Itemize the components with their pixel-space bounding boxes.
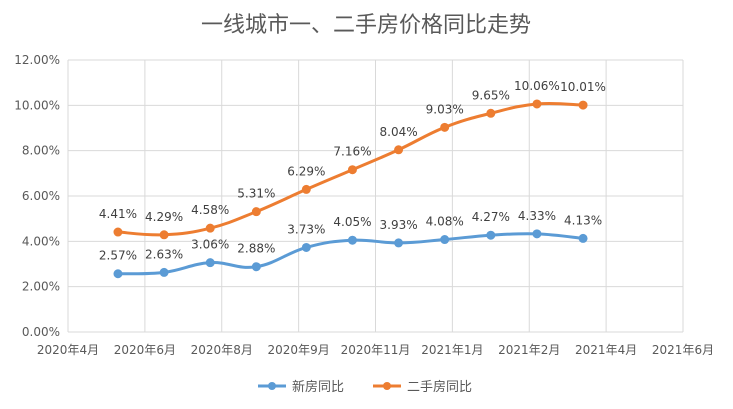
data-point xyxy=(251,262,261,272)
data-label: 3.06% xyxy=(191,238,229,252)
data-label: 4.58% xyxy=(191,203,229,217)
data-label: 4.13% xyxy=(564,213,602,227)
x-tick-label: 2021年2月 xyxy=(498,343,560,357)
data-label: 8.04% xyxy=(380,125,418,139)
data-point xyxy=(159,230,169,240)
data-point xyxy=(205,223,215,233)
legend-swatch-marker xyxy=(268,382,276,390)
y-tick-label: 2.00% xyxy=(22,280,60,294)
data-point xyxy=(205,258,215,268)
x-tick-label: 2021年4月 xyxy=(575,343,637,357)
data-point xyxy=(578,100,588,110)
chart-title: 一线城市一、二手房价格同比走势 xyxy=(201,13,531,38)
x-tick-label: 2020年8月 xyxy=(191,343,253,357)
data-label: 10.01% xyxy=(560,80,606,94)
data-label: 2.57% xyxy=(99,249,137,263)
y-tick-label: 12.00% xyxy=(14,53,60,67)
data-point xyxy=(301,242,311,252)
data-point xyxy=(347,235,357,245)
data-point xyxy=(578,233,588,243)
data-label: 10.06% xyxy=(514,79,560,93)
data-point xyxy=(347,165,357,175)
data-labels: 2.57% 2.63% 3.06% 2.88% 3.73% 4.05% 3.93% 4.08%… xyxy=(99,79,606,263)
data-label: 6.29% xyxy=(287,164,325,178)
legend: 新房同比 二手房同比 xyxy=(258,379,472,395)
data-point xyxy=(251,207,261,217)
axes: 0.00% 2.00% 4.00% 6.00% 8.00% 10.00% 12.00% 202… xyxy=(14,53,714,357)
data-label: 5.31% xyxy=(237,187,275,201)
data-point xyxy=(440,235,450,245)
data-label: 4.27% xyxy=(472,210,510,224)
data-point xyxy=(113,227,123,237)
data-point xyxy=(440,122,450,132)
data-label: 4.05% xyxy=(333,215,371,229)
data-label: 9.03% xyxy=(426,102,464,116)
data-label: 4.33% xyxy=(518,209,556,223)
data-label: 9.65% xyxy=(472,88,510,102)
data-point xyxy=(159,267,169,277)
data-point xyxy=(301,184,311,194)
grid xyxy=(67,59,684,333)
data-point xyxy=(532,229,542,239)
data-label: 3.73% xyxy=(287,222,325,236)
data-label: 4.08% xyxy=(426,215,464,229)
x-tick-label: 2020年6月 xyxy=(114,343,176,357)
x-tick-label: 2020年11月 xyxy=(341,343,411,357)
y-tick-label: 10.00% xyxy=(14,98,60,112)
x-tick-label: 2020年4月 xyxy=(37,343,99,357)
data-label: 2.88% xyxy=(237,242,275,256)
data-label: 4.29% xyxy=(145,210,183,224)
series-layer xyxy=(113,99,588,279)
y-tick-label: 8.00% xyxy=(22,144,60,158)
data-point xyxy=(486,108,496,118)
legend-swatch-marker xyxy=(383,382,391,390)
data-point xyxy=(394,145,404,155)
data-label: 2.63% xyxy=(145,247,183,261)
x-tick-label: 2020年9月 xyxy=(268,343,330,357)
data-point xyxy=(532,99,542,109)
data-point xyxy=(486,230,496,240)
x-tick-label: 2021年1月 xyxy=(421,343,483,357)
data-label: 7.16% xyxy=(333,145,371,159)
legend-label: 二手房同比 xyxy=(407,379,472,395)
data-point xyxy=(394,238,404,248)
data-point xyxy=(113,269,123,279)
y-tick-label: 0.00% xyxy=(22,325,60,339)
y-tick-label: 6.00% xyxy=(22,189,60,203)
legend-label: 新房同比 xyxy=(292,379,344,395)
data-label: 4.41% xyxy=(99,207,137,221)
data-label: 3.93% xyxy=(380,218,418,232)
y-tick-label: 4.00% xyxy=(22,234,60,248)
x-tick-label: 2021年6月 xyxy=(652,343,714,357)
